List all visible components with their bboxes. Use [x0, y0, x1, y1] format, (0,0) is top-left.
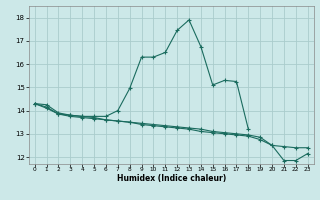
X-axis label: Humidex (Indice chaleur): Humidex (Indice chaleur) — [116, 174, 226, 183]
